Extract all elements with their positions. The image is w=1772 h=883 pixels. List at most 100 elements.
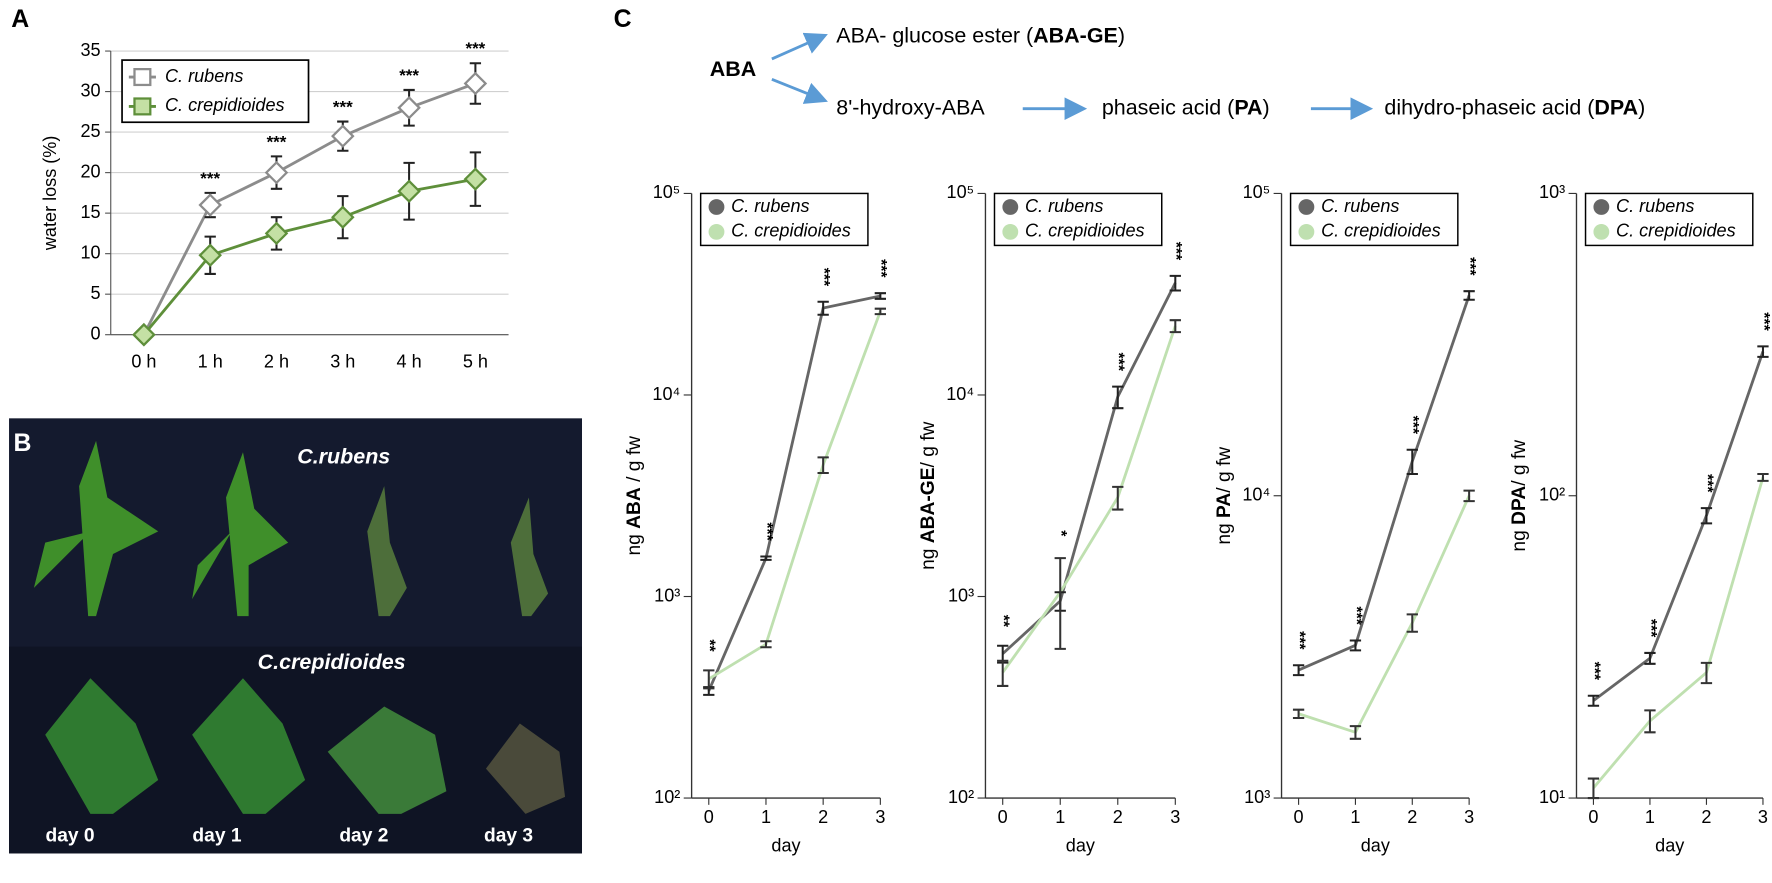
significance: *** [1404, 416, 1421, 435]
text-part: ng [1214, 518, 1235, 545]
significance: ** [701, 639, 718, 652]
significance: *** [1347, 606, 1364, 625]
photo-label: C.rubens [297, 445, 390, 469]
arrow [771, 32, 828, 61]
legend-label: C. crepidioides [1025, 221, 1145, 241]
error-bar [760, 555, 772, 561]
text-part: PA [1234, 95, 1262, 119]
error-bar [1757, 472, 1769, 482]
text-part: ABA- glucose ester ( [836, 23, 1034, 47]
marker [198, 243, 222, 268]
series-line [1592, 477, 1765, 789]
y-tick-label: 10³ [948, 585, 974, 605]
y-tick-label: 10² [654, 787, 680, 807]
marker [264, 221, 289, 246]
legend-marker [708, 223, 725, 240]
legend-label: C. rubens [731, 196, 809, 216]
y-tick-label: 10² [948, 787, 974, 807]
significance: *** [1755, 312, 1772, 331]
x-tick-label: 2 h [264, 352, 289, 372]
significance: *** [1642, 619, 1659, 638]
chart: 0 5 10 15 20 25 30 35 0 h 1 h 2 h 3 h 4 h 5 h water lo… [40, 39, 509, 372]
x-tick-label: 3 [1170, 807, 1180, 827]
significance: *** [200, 169, 220, 188]
x-tick-label: 1 [1645, 807, 1655, 827]
text-part: water loss (%) [40, 136, 60, 252]
x-tick-label: 0 [998, 807, 1008, 827]
photo-label: C.crepidioides [258, 650, 406, 674]
error-bar [1112, 385, 1124, 410]
x-axis-label: day [771, 835, 800, 855]
y-tick-label: 10 [80, 242, 100, 262]
y-tick-label: 5 [91, 283, 101, 303]
text-part: DPA [1509, 486, 1530, 525]
text-part: / g fw [624, 436, 645, 487]
panel-label: C [614, 5, 632, 33]
text-part: ng [624, 529, 645, 556]
day-label: day 0 [46, 826, 95, 847]
marker [397, 179, 421, 204]
marker [198, 193, 222, 217]
significance: *** [1461, 257, 1478, 276]
chart: 10³ 10⁴ 10⁵ 0 1 2 3 day ng PA/ g fw *** *** *** *** C… [1214, 182, 1478, 855]
legend-box [1289, 192, 1459, 247]
legend-marker [1298, 199, 1315, 215]
legend-label: C. crepidioides [1616, 221, 1736, 241]
pathway-arrows [771, 32, 1374, 120]
error-bar [874, 307, 886, 316]
significance: *** [333, 97, 353, 116]
y-tick-label: 10⁴ [946, 384, 974, 404]
x-tick-label: 2 [1113, 807, 1123, 827]
legend-label: C. rubens [165, 66, 243, 86]
day-label: day 2 [339, 826, 388, 847]
significance: * [1052, 530, 1069, 537]
error-bar [1644, 651, 1656, 665]
plants [33, 440, 566, 814]
arrow [771, 77, 828, 104]
y-tick-label: 10⁵ [1243, 182, 1271, 202]
significance: *** [1290, 631, 1307, 650]
error-bar [703, 669, 715, 690]
pathway: ABA ABA- glucose ester (ABA-GE) 8'-hydro… [710, 23, 1645, 120]
x-tick-label: 0 [1588, 807, 1598, 827]
pathway-source: ABA [710, 57, 757, 81]
error-bar [1700, 507, 1713, 525]
text-part: / g fw [918, 421, 939, 467]
text-part: 8'-hydroxy-ABA [836, 95, 985, 119]
y-tick-label: 35 [80, 40, 100, 60]
text-part: dihydro-phaseic acid ( [1384, 95, 1595, 119]
plant [192, 452, 289, 617]
y-tick-label: 10³ [1539, 182, 1565, 202]
legend-label: C. rubens [1025, 196, 1103, 216]
plant [192, 678, 306, 814]
legend-box [699, 192, 869, 247]
error-bar [1112, 485, 1124, 511]
significance: *** [399, 66, 419, 85]
marker [331, 205, 355, 229]
panel-label: B [14, 429, 32, 457]
series-line [142, 82, 476, 336]
x-tick-label: 2 [1701, 807, 1711, 827]
plant [33, 440, 159, 617]
text-part: ) [1263, 95, 1270, 119]
pathway-node: 8'-hydroxy-ABA [836, 95, 985, 119]
legend-marker [133, 97, 152, 116]
marker [264, 160, 289, 185]
significance: ** [995, 615, 1012, 628]
y-tick-label: 25 [80, 121, 100, 141]
significance: *** [1167, 242, 1184, 261]
y-tick-label: 20 [80, 161, 100, 181]
error-bar [1587, 694, 1600, 707]
legend-box [993, 192, 1163, 247]
error-bar [997, 659, 1009, 687]
error-bar [1169, 274, 1181, 292]
x-tick-label: 4 h [397, 352, 422, 372]
significance: *** [758, 522, 775, 541]
x-tick-label: 3 [1464, 807, 1474, 827]
series-line [1298, 294, 1471, 672]
error-bar [1169, 319, 1181, 334]
error-bar [817, 300, 829, 316]
pathway-node: dihydro-phaseic acid (DPA) [1384, 95, 1645, 119]
series-line [142, 177, 476, 336]
